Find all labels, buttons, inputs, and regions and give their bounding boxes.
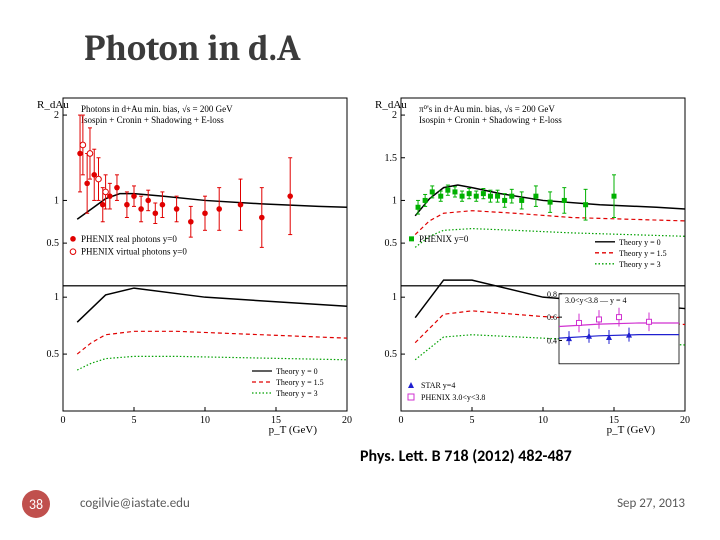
svg-text:π⁰'s in d+Au min. bias, √s = 2: π⁰'s in d+Au min. bias, √s = 200 GeV: [419, 104, 555, 114]
svg-text:0.5: 0.5: [385, 238, 398, 249]
svg-text:2: 2: [392, 110, 397, 121]
svg-text:0.5: 0.5: [47, 349, 60, 360]
svg-text:5: 5: [132, 415, 137, 426]
svg-text:Isospin + Cronin + Shadowing +: Isospin + Cronin + Shadowing + E-loss: [419, 115, 562, 125]
svg-text:0.4: 0.4: [547, 336, 557, 345]
right-chart: 0.5 1 1.5 2R_dAu π⁰'s in d+Au min. bias, √s …: [363, 92, 693, 437]
svg-text:1: 1: [392, 292, 397, 303]
svg-text:0.5: 0.5: [385, 349, 398, 360]
svg-text:0: 0: [399, 415, 404, 426]
svg-text:0.5: 0.5: [47, 238, 60, 249]
svg-text:p_T (GeV): p_T (GeV): [607, 424, 656, 436]
svg-text:1.5: 1.5: [385, 153, 398, 164]
svg-text:Theory y = 3: Theory y = 3: [276, 389, 318, 398]
svg-text:3.0<y<3.8 — y = 4: 3.0<y<3.8 — y = 4: [565, 296, 627, 305]
svg-text:Theory y = 1.5: Theory y = 1.5: [619, 249, 667, 258]
left-chart: 0.5 1 2R_dAu Photons in d+Au min. bias, √s …: [25, 92, 355, 437]
svg-text:0.8: 0.8: [547, 290, 557, 299]
svg-text:10: 10: [538, 415, 548, 426]
footer-email: cogilvie@iastate.edu: [80, 496, 190, 511]
slide-title: Photon in d.A: [84, 28, 300, 69]
svg-text:PHENIX virtual photons y=0: PHENIX virtual photons y=0: [81, 247, 187, 257]
svg-text:0.6: 0.6: [547, 313, 557, 322]
citation-text: Phys. Lett. B 718 (2012) 482-487: [360, 447, 572, 466]
svg-text:Isospin + Cronin + Shadowing +: Isospin + Cronin + Shadowing + E-loss: [81, 115, 224, 125]
svg-text:20: 20: [342, 415, 352, 426]
svg-text:20: 20: [680, 415, 690, 426]
svg-text:PHENIX y=0: PHENIX y=0: [419, 234, 469, 244]
footer-date: Sep 27, 2013: [617, 496, 685, 511]
svg-text:PHENIX real photons y=0: PHENIX real photons y=0: [81, 234, 177, 244]
slide-number: 38: [29, 496, 43, 513]
slide-number-badge: 38: [22, 490, 50, 518]
svg-text:10: 10: [200, 415, 210, 426]
svg-text:Theory y = 0: Theory y = 0: [619, 238, 661, 247]
svg-text:Photons in d+Au min. bias, √s: Photons in d+Au min. bias, √s = 200 GeV: [81, 104, 233, 114]
svg-text:1: 1: [54, 292, 59, 303]
svg-text:Theory y = 0: Theory y = 0: [276, 367, 318, 376]
footer: 38 cogilvie@iastate.edu Sep 27, 2013: [0, 490, 720, 540]
charts-container: 0.512R_dAuPhotons in d+Au min. bias, √s …: [25, 92, 695, 437]
svg-text:1: 1: [54, 195, 59, 206]
svg-text:1: 1: [392, 195, 397, 206]
svg-text:2: 2: [54, 110, 59, 121]
svg-text:R_dAu: R_dAu: [37, 99, 69, 111]
svg-text:PHENIX 3.0<y<3.8: PHENIX 3.0<y<3.8: [421, 393, 485, 402]
svg-text:Theory y = 1.5: Theory y = 1.5: [276, 378, 324, 387]
svg-text:Theory y = 3: Theory y = 3: [619, 260, 661, 269]
svg-text:R_dAu: R_dAu: [375, 99, 407, 111]
svg-text:0: 0: [61, 415, 66, 426]
svg-text:p_T (GeV): p_T (GeV): [269, 424, 318, 436]
svg-text:5: 5: [470, 415, 475, 426]
svg-text:STAR y=4: STAR y=4: [421, 381, 455, 390]
